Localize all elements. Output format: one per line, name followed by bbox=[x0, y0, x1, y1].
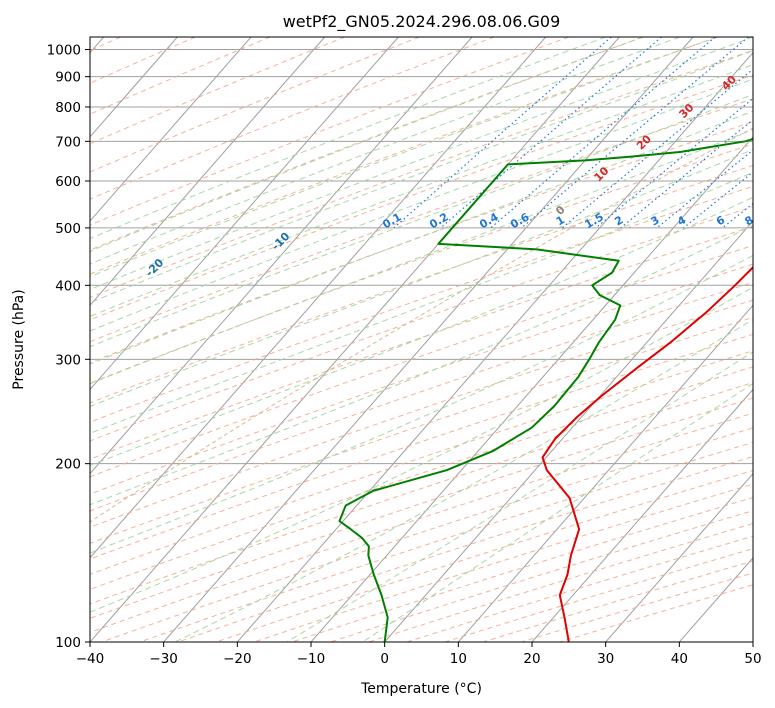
dry-adiabat-line bbox=[90, 37, 719, 275]
isotherm-line bbox=[90, 37, 326, 306]
x-tick-label: 50 bbox=[744, 651, 761, 667]
moist-adiabat-line bbox=[90, 196, 753, 467]
moist-adiabat-line bbox=[90, 128, 753, 385]
dry-adiabat-line bbox=[90, 350, 753, 575]
x-tick-label: −10 bbox=[297, 651, 326, 667]
y-tick-label: 1000 bbox=[47, 43, 81, 59]
y-tick-label: 300 bbox=[55, 352, 81, 368]
dry-adiabat-line bbox=[90, 333, 753, 560]
y-axis-label: Pressure (hPa) bbox=[11, 289, 27, 389]
mixing-ratio-line bbox=[490, 37, 716, 229]
x-tick-label: 10 bbox=[450, 651, 467, 667]
temperature-profile-line bbox=[541, 265, 753, 642]
plot-area: 0.10.20.40.611.52346810131620253036-100-… bbox=[90, 37, 756, 642]
x-axis: −40 −30 −20 −10 0 10 20 30 40 50 bbox=[76, 642, 762, 667]
x-tick-label: 20 bbox=[523, 651, 540, 667]
series-layer bbox=[338, 138, 753, 642]
y-tick-label: 600 bbox=[55, 174, 81, 190]
mixing-ratio-line bbox=[561, 68, 753, 229]
isotherm-line bbox=[605, 472, 753, 642]
dry-adiabat-line bbox=[90, 244, 753, 478]
plot-frame bbox=[89, 36, 754, 643]
chart-title: wetPf2_GN05.2024.296.08.06.G09 bbox=[283, 12, 561, 32]
moist-adiabat-line bbox=[90, 110, 753, 365]
dewpoint-profile-line bbox=[338, 138, 753, 642]
moist-adiabat-line bbox=[90, 37, 680, 265]
x-tick-label: −30 bbox=[149, 651, 178, 667]
moist-adiabat-line bbox=[90, 254, 753, 554]
dry-adiabat-line bbox=[90, 49, 753, 299]
moist-adiabat-line bbox=[90, 50, 753, 304]
dry-adiabat-line bbox=[90, 206, 753, 442]
isotherm-line bbox=[531, 388, 753, 642]
isotherm-line bbox=[90, 37, 252, 222]
isotherm-line bbox=[90, 37, 620, 642]
moist-adiabat-line bbox=[90, 37, 644, 252]
isotherm-line bbox=[236, 51, 753, 642]
mixing-ratio-label: 8 bbox=[743, 213, 756, 228]
auxiliary-lines-layer bbox=[90, 37, 753, 642]
moist-adiabat-line bbox=[90, 149, 753, 408]
dry-adiabat-line bbox=[90, 37, 495, 200]
y-tick-label: 700 bbox=[55, 134, 81, 150]
mixing-ratio-line bbox=[521, 37, 749, 229]
x-tick-label: −40 bbox=[76, 651, 105, 667]
y-tick-label: 200 bbox=[55, 457, 81, 473]
x-axis-label: Temperature (°C) bbox=[360, 681, 482, 697]
y-tick-label: 800 bbox=[55, 100, 81, 116]
moist-adiabat-line bbox=[90, 78, 753, 332]
y-tick-label: 500 bbox=[55, 221, 81, 237]
grid-layer bbox=[90, 37, 753, 642]
moist-adiabat-line bbox=[90, 63, 753, 317]
x-tick-label: 0 bbox=[380, 651, 389, 667]
isotherm-line bbox=[384, 220, 753, 642]
dry-adiabat-line bbox=[90, 185, 753, 423]
dry-adiabat-line bbox=[90, 74, 753, 321]
isotherm-line bbox=[90, 37, 473, 475]
x-tick-label: 30 bbox=[597, 651, 614, 667]
dry-adiabat-line bbox=[90, 281, 753, 512]
mixing-ratio-line bbox=[620, 118, 753, 229]
moist-adiabat-line bbox=[90, 93, 753, 348]
y-tick-label: 400 bbox=[55, 278, 81, 294]
moist-adiabat-line bbox=[90, 171, 753, 434]
y-tick-label: 900 bbox=[55, 70, 81, 86]
dry-adiabat-line bbox=[90, 164, 753, 404]
y-tick-label: 100 bbox=[55, 635, 81, 651]
moist-adiabat-line bbox=[90, 37, 717, 278]
isotherm-line bbox=[457, 304, 753, 642]
dry-adiabat-line bbox=[90, 382, 753, 605]
dry-adiabat-line bbox=[90, 299, 753, 528]
moist-adiabat-line bbox=[90, 37, 606, 240]
dry-adiabat-line bbox=[90, 37, 345, 145]
dry-adiabat-line bbox=[90, 37, 569, 226]
x-tick-label: −20 bbox=[223, 651, 252, 667]
moist-adiabat-line bbox=[90, 37, 753, 291]
isotherm-line bbox=[163, 37, 694, 642]
saturation-curve bbox=[90, 127, 753, 523]
x-tick-label: 40 bbox=[671, 651, 688, 667]
isotherm-line bbox=[90, 37, 399, 391]
dry-adiabat-line bbox=[90, 143, 753, 384]
y-axis: 1000 900 800 700 600 500 400 300 200 100 bbox=[47, 43, 90, 651]
isotherm-line bbox=[90, 37, 547, 559]
